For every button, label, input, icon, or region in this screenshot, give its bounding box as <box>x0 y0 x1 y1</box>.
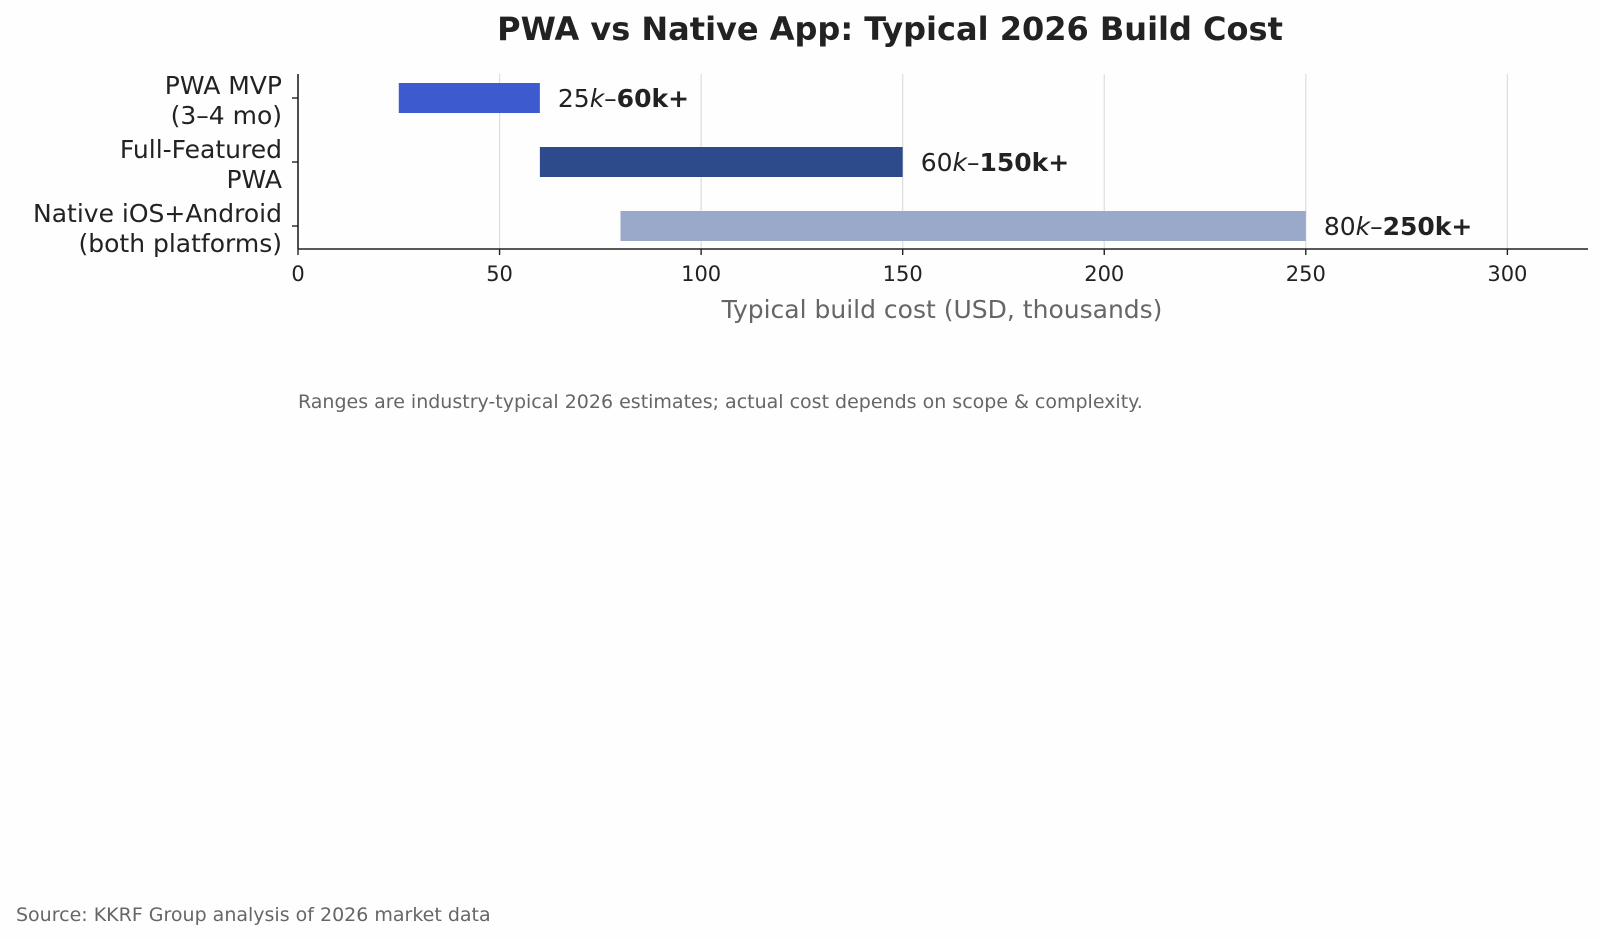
category-label: PWA MVP (3–4 mo) <box>165 71 282 130</box>
chart-note: Ranges are industry-typical 2026 estimat… <box>298 391 1143 413</box>
range-bar <box>620 211 1306 241</box>
x-tick-label: 250 <box>1286 262 1326 286</box>
category-label: Full-Featured PWA <box>120 135 282 194</box>
x-tick-label: 100 <box>681 262 721 286</box>
x-axis-label: Typical build cost (USD, thousands) <box>721 295 1163 324</box>
range-bar <box>398 83 540 113</box>
chart-title: PWA vs Native App: Typical 2026 Build Co… <box>497 10 1283 48</box>
chart-source: Source: KKRF Group analysis of 2026 mark… <box>16 904 491 926</box>
x-tick-label: 300 <box>1487 262 1527 286</box>
x-tick-label: 150 <box>883 262 923 286</box>
x-tick-label: 200 <box>1084 262 1124 286</box>
category-label: Native iOS+Android (both platforms) <box>33 199 282 258</box>
data-label: 60k–150k+ <box>921 148 1070 177</box>
x-tick-label: 0 <box>291 262 304 286</box>
bars <box>398 83 1306 241</box>
data-label: 25k–60k+ <box>558 84 689 113</box>
x-tick-label: 50 <box>486 262 513 286</box>
data-label: 80k–250k+ <box>1324 212 1473 241</box>
data-labels: 25k–60k+ 60k–150k+ 80k–250k+ <box>558 84 1473 241</box>
range-bar <box>539 147 903 177</box>
x-ticks: 0 50 100 150 200 250 300 <box>291 249 1527 286</box>
